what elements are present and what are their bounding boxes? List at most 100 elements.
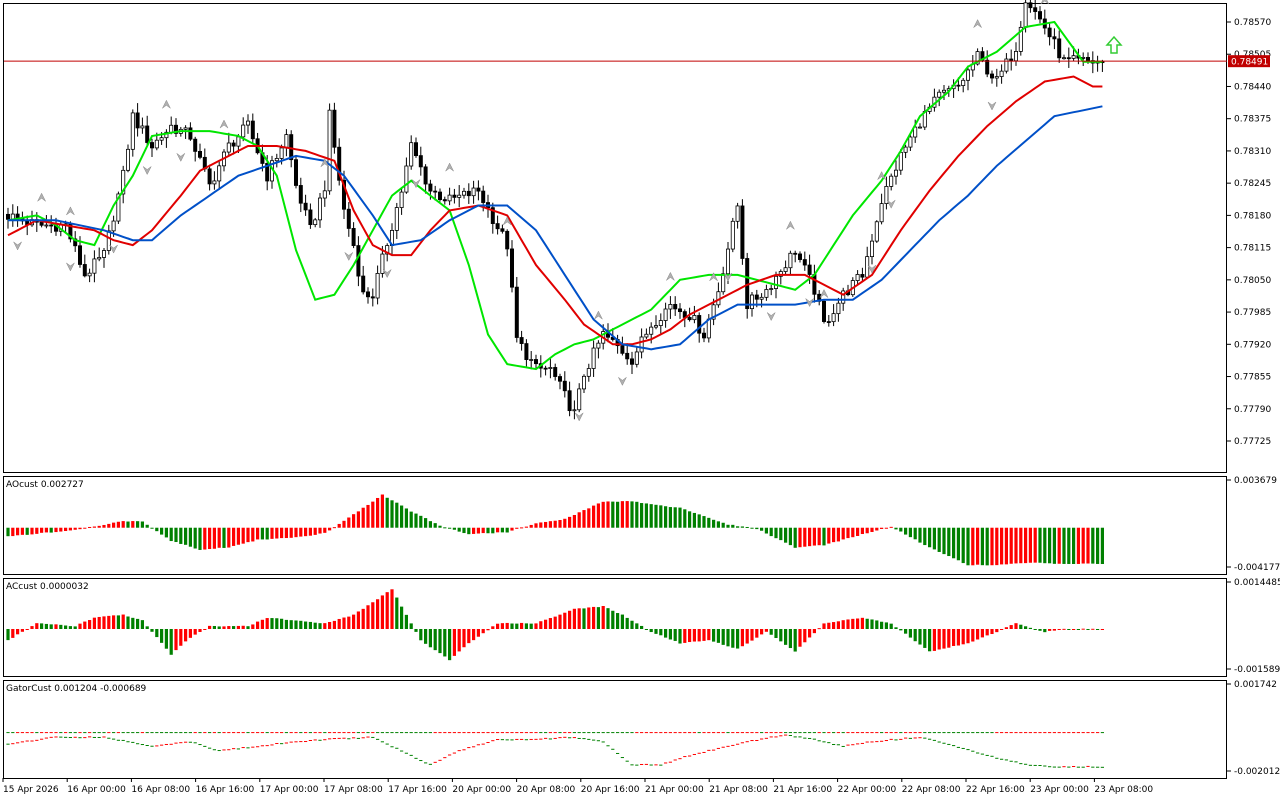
candle-body-up [572, 409, 577, 412]
histogram-bar [44, 623, 48, 629]
candle-body-down [145, 125, 150, 143]
histogram-bar [476, 527, 480, 534]
gator-upper-bar [760, 738, 764, 740]
gator-upper-bar [424, 762, 428, 764]
x-tick-label: 20 Apr 08:00 [517, 785, 576, 795]
candle-body-up [106, 230, 111, 251]
candle-body-down [812, 274, 817, 295]
gator-lower-bar [592, 732, 596, 734]
candle-body-down [289, 134, 294, 161]
histogram-bar [952, 527, 956, 559]
histogram-bar [409, 511, 413, 528]
histogram-bar [275, 618, 279, 629]
histogram-bar [155, 628, 159, 638]
candle [490, 202, 495, 234]
histogram-bar [1062, 628, 1066, 630]
histogram-bar [774, 527, 778, 539]
candle-body-down [337, 146, 342, 181]
histogram-bar [1014, 527, 1018, 564]
candle-body-up [874, 221, 879, 242]
candle [49, 215, 54, 234]
candle [322, 180, 327, 207]
gator-upper-bar [16, 742, 20, 744]
histogram-bar [481, 628, 485, 634]
candle-body-up [769, 288, 774, 290]
gator-lower-bar [1081, 732, 1085, 734]
histogram-bar [284, 619, 288, 629]
candle-body-down [514, 286, 519, 338]
histogram-bar [736, 628, 740, 649]
candle-body-up [582, 375, 587, 390]
gator-upper-bar [25, 740, 29, 742]
histogram-bar [1019, 527, 1023, 564]
up-arrow-icon [1105, 35, 1123, 54]
histogram-bar [1081, 628, 1085, 630]
gator-upper-bar [1076, 766, 1080, 768]
histogram-bar [544, 619, 548, 629]
histogram-bar [1024, 626, 1028, 629]
current-price-badge [1228, 55, 1270, 68]
histogram-bar [846, 619, 850, 629]
histogram-bar [664, 628, 668, 638]
candle-body-up [1018, 26, 1023, 52]
panel-frame-gator [3, 680, 1227, 779]
histogram-bar [433, 628, 437, 651]
histogram-bar [956, 527, 960, 561]
candle [543, 365, 548, 376]
histogram-bar [606, 608, 610, 629]
candle-body-down [481, 190, 486, 203]
histogram-bar [1100, 628, 1104, 630]
histogram-bar [1028, 527, 1032, 563]
gator-upper-bar [443, 757, 447, 759]
candle [1052, 28, 1057, 50]
histogram-bar [337, 618, 341, 629]
candle-body-down [495, 223, 500, 230]
histogram-bar [952, 628, 956, 646]
histogram-bar [457, 527, 461, 532]
candle [73, 231, 78, 252]
histogram-bar [1086, 527, 1090, 564]
candle-body-up [841, 290, 846, 304]
gator-upper-bar [236, 748, 240, 750]
histogram-bar [1067, 628, 1071, 630]
candle-body-up [102, 250, 107, 258]
histogram-bar [611, 610, 615, 629]
candle-body-down [553, 367, 558, 377]
candle [625, 343, 630, 365]
gator-lower-bar [299, 732, 303, 734]
histogram-bar [385, 497, 389, 528]
candle [918, 123, 923, 129]
histogram-bar [121, 521, 125, 528]
gator-lower-bar [260, 732, 264, 734]
candle-body-down [193, 138, 198, 152]
candle [102, 247, 107, 268]
histogram-bar [193, 628, 197, 635]
y-tick-label: -0.004177 [1234, 563, 1280, 573]
histogram-bar [904, 527, 908, 535]
gator-lower-bar [721, 732, 725, 734]
histogram-bar [1091, 628, 1095, 630]
gator-lower-bar [169, 732, 173, 734]
gator-upper-bar [601, 741, 605, 743]
gator-upper-bar [971, 750, 975, 752]
gator-lower-bar [908, 732, 912, 734]
histogram-bar [246, 527, 250, 543]
histogram-bar [697, 514, 701, 528]
histogram-bar [880, 621, 884, 629]
histogram-bar [683, 628, 687, 643]
histogram-bar [1014, 623, 1018, 629]
candle-body-down [562, 380, 567, 392]
gator-upper-bar [1000, 758, 1004, 760]
histogram-bar [212, 625, 216, 629]
y-tick-label: 0.77725 [1234, 437, 1271, 447]
fractal-up-icon [502, 216, 512, 226]
candle-body-down [361, 275, 366, 293]
histogram-bar [956, 628, 960, 646]
gator-lower-bar [716, 732, 720, 734]
gator-lower-bar [745, 732, 749, 734]
histogram-bar [524, 526, 528, 528]
candle-body-up [461, 190, 466, 196]
y-tick-label: 0.78180 [1234, 211, 1271, 221]
